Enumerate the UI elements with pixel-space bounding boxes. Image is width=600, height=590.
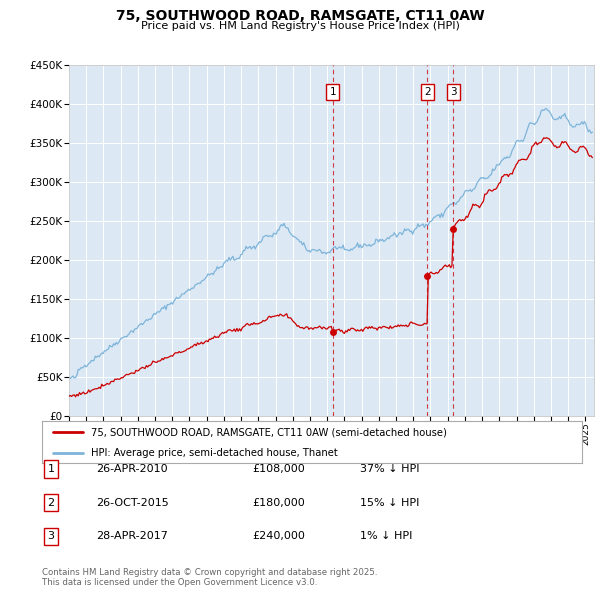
Text: 26-OCT-2015: 26-OCT-2015 — [96, 498, 169, 507]
Text: 1: 1 — [329, 87, 336, 97]
Text: £180,000: £180,000 — [252, 498, 305, 507]
Text: 37% ↓ HPI: 37% ↓ HPI — [360, 464, 419, 474]
Text: 75, SOUTHWOOD ROAD, RAMSGATE, CT11 0AW: 75, SOUTHWOOD ROAD, RAMSGATE, CT11 0AW — [116, 9, 484, 23]
Text: 3: 3 — [47, 532, 55, 541]
Text: 26-APR-2010: 26-APR-2010 — [96, 464, 167, 474]
Text: 28-APR-2017: 28-APR-2017 — [96, 532, 168, 541]
Text: Contains HM Land Registry data © Crown copyright and database right 2025.
This d: Contains HM Land Registry data © Crown c… — [42, 568, 377, 587]
Text: 3: 3 — [450, 87, 457, 97]
Text: £240,000: £240,000 — [252, 532, 305, 541]
Text: 15% ↓ HPI: 15% ↓ HPI — [360, 498, 419, 507]
Text: 2: 2 — [424, 87, 431, 97]
Text: 75, SOUTHWOOD ROAD, RAMSGATE, CT11 0AW (semi-detached house): 75, SOUTHWOOD ROAD, RAMSGATE, CT11 0AW (… — [91, 427, 446, 437]
Text: Price paid vs. HM Land Registry's House Price Index (HPI): Price paid vs. HM Land Registry's House … — [140, 21, 460, 31]
Text: 1% ↓ HPI: 1% ↓ HPI — [360, 532, 412, 541]
Text: £108,000: £108,000 — [252, 464, 305, 474]
Text: 2: 2 — [47, 498, 55, 507]
Text: 1: 1 — [47, 464, 55, 474]
Text: HPI: Average price, semi-detached house, Thanet: HPI: Average price, semi-detached house,… — [91, 448, 337, 457]
